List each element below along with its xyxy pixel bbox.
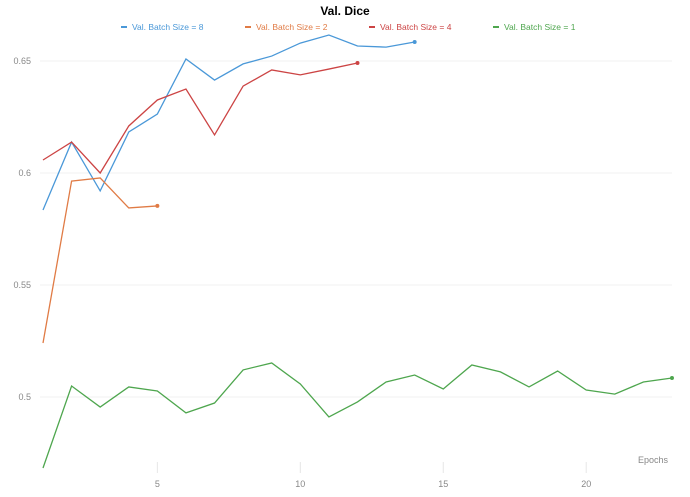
y-tick-label: 0.5 bbox=[18, 392, 31, 402]
legend-label: Val. Batch Size = 4 bbox=[380, 22, 452, 32]
x-tick-label: 20 bbox=[581, 479, 591, 489]
data-point bbox=[355, 61, 360, 66]
x-axis-label: Epochs bbox=[638, 455, 669, 465]
series-line bbox=[42, 362, 673, 469]
x-tick-label: 10 bbox=[295, 479, 305, 489]
y-tick-label: 0.6 bbox=[18, 168, 31, 178]
data-point bbox=[669, 375, 674, 380]
legend-label: Val. Batch Size = 1 bbox=[504, 22, 576, 32]
data-point bbox=[155, 203, 160, 208]
legend-label: Val. Batch Size = 8 bbox=[132, 22, 204, 32]
x-tick-label: 15 bbox=[438, 479, 448, 489]
x-tick-label: 5 bbox=[155, 479, 160, 489]
y-tick-label: 0.65 bbox=[13, 56, 31, 66]
series-line bbox=[42, 34, 415, 211]
series-line bbox=[42, 62, 358, 175]
chart-title: Val. Dice bbox=[320, 4, 370, 18]
y-tick-label: 0.55 bbox=[13, 280, 31, 290]
legend-label: Val. Batch Size = 2 bbox=[256, 22, 328, 32]
series-line bbox=[42, 177, 158, 344]
data-point bbox=[412, 39, 417, 44]
